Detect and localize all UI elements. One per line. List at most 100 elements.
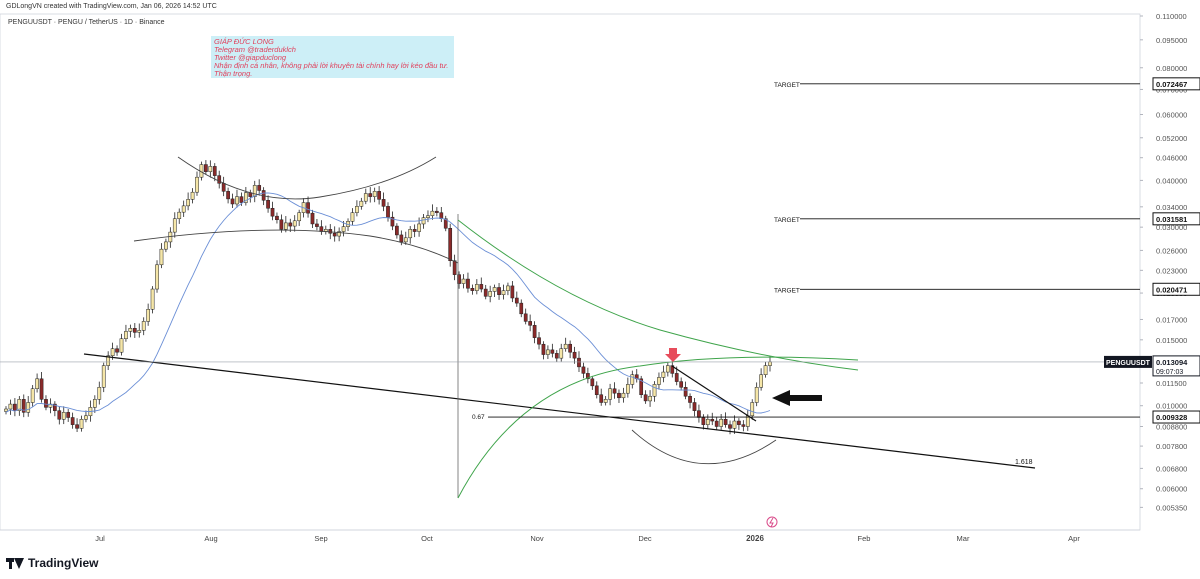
candle [141,321,146,331]
candle [719,419,723,427]
support-price-tag [1152,410,1200,424]
y-tick-label: 0.010000 [1156,402,1187,411]
candle [612,388,617,394]
candle [226,191,230,200]
target-price-value: 0.031581 [1156,215,1187,224]
candle [368,193,373,197]
support-price-value: 0.009328 [1156,413,1187,422]
candle [146,309,150,322]
candle [159,248,164,266]
candle [661,371,666,378]
black-left-arrow-icon [772,390,822,406]
candle [279,219,284,230]
candle [124,331,128,339]
candle [750,402,755,417]
candle [488,291,493,297]
candle [554,353,559,359]
x-tick-label: Feb [858,534,871,543]
candle [381,199,386,207]
candle [128,328,133,332]
candle [417,223,421,232]
candle [581,366,586,374]
candle [195,176,199,193]
candle [426,215,430,218]
moving-average-line [5,192,771,414]
candle [110,348,115,356]
candle [75,424,79,429]
target-price-tag [1152,282,1200,296]
candle [728,424,732,429]
candle [541,343,546,355]
brand-label: TradingView [28,556,99,570]
candle [13,403,17,411]
candle [457,274,461,284]
candle [479,284,484,290]
candle [221,183,226,192]
candle [643,394,648,402]
candle [697,410,701,418]
lightning-icon [766,516,778,528]
y-tick-label: 0.060000 [1156,111,1187,120]
candle [310,212,315,225]
x-tick-label: Dec [638,534,652,543]
candle [572,351,577,359]
target-price-tag [1152,212,1200,226]
candle [208,166,213,172]
candle [239,196,244,203]
candle [506,285,510,291]
candle [519,302,524,315]
x-tick-label: Sep [314,534,327,543]
neckline-curve [133,229,459,264]
candle [577,357,581,368]
note-line: Nhận định cá nhân, không phải lời khuyên… [214,61,449,70]
candle [235,196,239,205]
candle [510,285,515,299]
candle [70,417,75,425]
created-by-label: GDLongVN created with TradingView.com, J… [6,3,217,10]
x-tick-label: Jul [95,534,105,543]
candle [408,229,413,239]
tradingview-brand[interactable]: TradingView [6,556,98,570]
candle [337,231,341,237]
y-tick-label: 0.040000 [1156,176,1187,185]
candle [270,208,275,217]
y-tick-label: 0.080000 [1156,64,1187,73]
candle [705,419,710,425]
note-line: GIÁP ĐỨC LONG [214,37,274,46]
candle [30,388,35,403]
y-tick-label: 0.023000 [1156,266,1187,275]
candle [652,384,657,397]
candle [532,325,537,338]
candle [626,384,630,394]
current-price-value: 0.013094 [1156,358,1188,367]
candle [421,217,426,225]
candle [181,205,186,213]
candle [701,417,706,425]
candle [190,191,195,200]
candle [665,365,670,373]
candle [501,290,506,295]
candle [288,222,293,227]
plot-frame [0,13,1141,531]
y-tick-label: 0.007800 [1156,442,1187,451]
candle [692,402,697,411]
upper-arc [177,156,437,200]
candle [386,206,390,218]
y-tick-label: 0.008800 [1156,422,1187,431]
candle [79,419,84,429]
author-note: GIÁP ĐỨC LONG Telegram @traderduklch Twi… [211,36,454,78]
candle [332,232,337,237]
target-label: TARGET [774,82,800,89]
candle [164,241,168,250]
candle [266,200,270,209]
candle [372,191,377,197]
candle [53,403,57,411]
candle [177,211,182,219]
candle [8,403,13,410]
y-tick-label: 0.034000 [1156,203,1187,212]
target-price-value: 0.020471 [1156,285,1187,294]
tradingview-logo-icon [6,557,24,569]
candle [21,399,26,413]
candle [106,355,111,366]
